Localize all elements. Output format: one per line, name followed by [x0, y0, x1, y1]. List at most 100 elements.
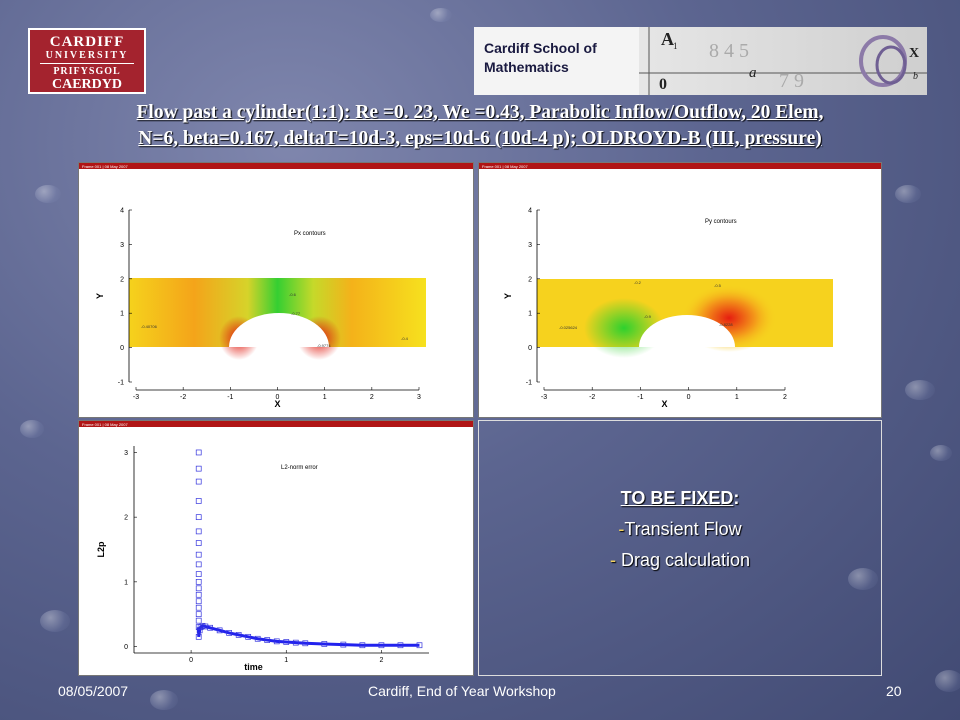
footer-date: 08/05/2007 — [58, 683, 129, 699]
x-tick-label: -1 — [227, 394, 233, 401]
svg-text:1: 1 — [673, 41, 678, 51]
data-point — [195, 633, 202, 640]
plot-title: Px contours — [294, 231, 326, 237]
x-tick-label: -2 — [589, 394, 595, 401]
logo-line: Cardiff School of — [484, 40, 597, 56]
svg-text:a: a — [749, 65, 757, 81]
l2-norm-error-plot: Frame 001 | 08 May 2007 L2-norm error 0 1… — [78, 420, 474, 676]
frame-header-bar — [479, 163, 881, 169]
data-point — [195, 465, 202, 472]
data-point — [195, 478, 202, 485]
data-point — [195, 540, 202, 546]
y-tick-label: 0 — [120, 345, 124, 352]
px-axes: -3 -2 -1 0 1 2 3 -1 0 1 2 3 4 X Y — [95, 208, 421, 410]
svg-text:8 4 5: 8 4 5 — [709, 40, 749, 62]
data-point — [195, 617, 202, 624]
y-axis-label: L2p — [96, 541, 106, 558]
background-bubble — [905, 380, 935, 400]
y-tick-label: -1 — [526, 380, 532, 387]
todo-heading-text: TO BE FIXED — [620, 488, 734, 508]
x-tick-label: 0 — [687, 394, 691, 401]
slide-title: Flow past a cylinder(1:1): Re =0. 23, We… — [40, 100, 920, 152]
svg-text:A: A — [661, 29, 674, 49]
todo-item-text: Transient Flow — [624, 519, 742, 539]
logo-line: CARDIFF — [49, 34, 125, 50]
title-line-1: Flow past a cylinder(1:1): Re =0. 23, We… — [136, 102, 824, 123]
todo-heading-suffix: : — [733, 488, 740, 508]
svg-text:7 9: 7 9 — [779, 70, 804, 92]
y-tick-label: -1 — [118, 380, 124, 387]
data-point — [195, 591, 202, 598]
background-bubble — [895, 185, 921, 203]
data-point — [216, 627, 223, 634]
data-point — [195, 598, 202, 605]
logo-divider — [40, 63, 134, 64]
x-tick-label: -2 — [180, 394, 186, 401]
frame-label: Frame 001 | 08 May 2007 — [82, 422, 129, 427]
background-bubble — [150, 690, 178, 710]
data-point — [195, 571, 202, 577]
logo-line: UNIVERSITY — [45, 50, 129, 61]
data-point — [292, 639, 299, 646]
contour-label: -0.8228 — [719, 322, 733, 327]
todo-dash: - — [609, 550, 616, 570]
x-tick-label: 3 — [417, 394, 421, 401]
math-decoration: A 1 0 a 8 4 5 7 9 X b — [639, 27, 927, 95]
contour-label: -0.77 — [291, 311, 301, 316]
logo-line: CAERDYD — [52, 77, 122, 92]
data-point — [195, 604, 202, 611]
data-point — [283, 639, 290, 645]
data-point — [359, 642, 366, 649]
data-point — [302, 640, 309, 647]
x-axis-label: X — [661, 399, 667, 409]
data-point — [264, 637, 271, 643]
contour-label: -0.40706 — [141, 324, 158, 329]
data-point — [378, 642, 385, 649]
y-tick-label: 1 — [120, 311, 124, 318]
svg-text:X: X — [909, 46, 919, 61]
data-point — [195, 611, 202, 618]
svg-text:b: b — [913, 71, 918, 82]
background-bubble — [20, 420, 44, 438]
data-point — [226, 630, 233, 636]
data-point — [397, 642, 404, 649]
px-contour-plot: Frame 001 | 08 May 2007 Px contours -3 -2… — [78, 162, 474, 418]
data-point — [254, 635, 261, 642]
background-bubble — [935, 670, 960, 692]
footer-title: Cardiff, End of Year Workshop — [368, 683, 556, 699]
data-point — [273, 638, 280, 645]
todo-heading: TO BE FIXED: — [480, 488, 880, 509]
frame-label: Frame 001 | 08 May 2007 — [482, 164, 529, 169]
py-contour-svg: Frame 001 | 08 May 2007 Py contours -3 -2… — [479, 163, 881, 410]
data-point — [321, 641, 328, 647]
data-point — [195, 585, 202, 592]
data-point — [195, 514, 202, 521]
background-bubble — [430, 8, 452, 22]
background-bubble — [35, 185, 61, 203]
data-point — [195, 561, 202, 568]
math-background-image: A 1 0 a 8 4 5 7 9 X b — [639, 27, 927, 95]
x-tick-label: 1 — [735, 394, 739, 401]
py-axes: -3 -2 -1 0 1 2 -1 0 1 2 3 4 X Y — [503, 208, 787, 410]
data-point — [195, 498, 202, 504]
frame-header-bar — [79, 163, 473, 169]
contour-label: -0.5 — [714, 283, 722, 288]
contour-label: -0.4 — [401, 336, 409, 341]
plot-title: Py contours — [705, 219, 737, 225]
y-axis-label: Y — [95, 293, 105, 299]
data-point — [199, 622, 206, 629]
contour-label: -0.2 — [634, 280, 642, 285]
x-tick-label: -1 — [637, 394, 643, 401]
x-tick-label: 2 — [379, 657, 383, 664]
data-point — [207, 624, 213, 631]
contour-label: -0.9774 — [317, 343, 331, 348]
y-tick-label: 4 — [120, 208, 124, 215]
y-tick-label: 4 — [528, 208, 532, 215]
background-bubble — [40, 610, 70, 632]
logo-line: PRIFYSGOL — [53, 66, 121, 77]
y-tick-label: 3 — [124, 450, 128, 457]
data-point — [195, 578, 202, 585]
todo-item: -Transient Flow — [480, 519, 880, 540]
y-tick-label: 3 — [528, 242, 532, 249]
cardiff-university-logo: CARDIFF UNIVERSITY PRIFYSGOL CAERDYD — [28, 28, 146, 94]
